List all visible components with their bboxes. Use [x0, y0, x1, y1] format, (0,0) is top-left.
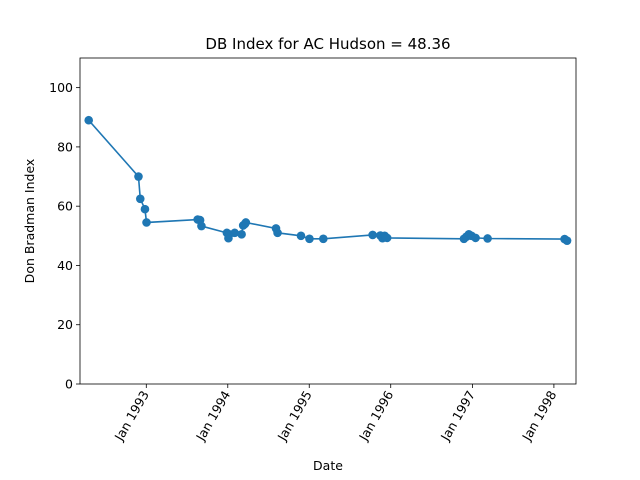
data-point [562, 236, 572, 245]
data-point [305, 234, 314, 244]
data-point [140, 204, 150, 214]
data-point [237, 230, 246, 239]
data-point [230, 228, 239, 238]
plot-area [84, 115, 572, 245]
data-point [368, 230, 377, 240]
y-tick-label: 100 [49, 80, 73, 95]
chart-title: DB Index for AC Hudson = 48.36 [205, 35, 450, 53]
y-axis-label: Don Bradman Index [22, 159, 37, 284]
data-point [241, 218, 251, 227]
data-point [273, 228, 282, 238]
y-tick-label: 80 [57, 139, 73, 154]
plot-frame [79, 57, 577, 385]
data-point [296, 231, 306, 241]
data-point [142, 218, 151, 227]
data-point [483, 234, 492, 243]
x-axis-label: Date [313, 458, 343, 473]
data-point [197, 221, 206, 231]
data-point [134, 172, 143, 181]
y-tick-label: 40 [57, 258, 73, 273]
y-tick-label: 60 [57, 199, 73, 214]
data-point [471, 233, 480, 243]
y-tick-label: 0 [65, 377, 73, 392]
y-tick-label: 20 [57, 317, 73, 332]
data-point [84, 115, 94, 125]
y-axis: 0 20 40 60 80 100 [49, 80, 80, 392]
data-point [319, 234, 328, 244]
data-point [135, 194, 145, 204]
data-point [382, 233, 392, 243]
